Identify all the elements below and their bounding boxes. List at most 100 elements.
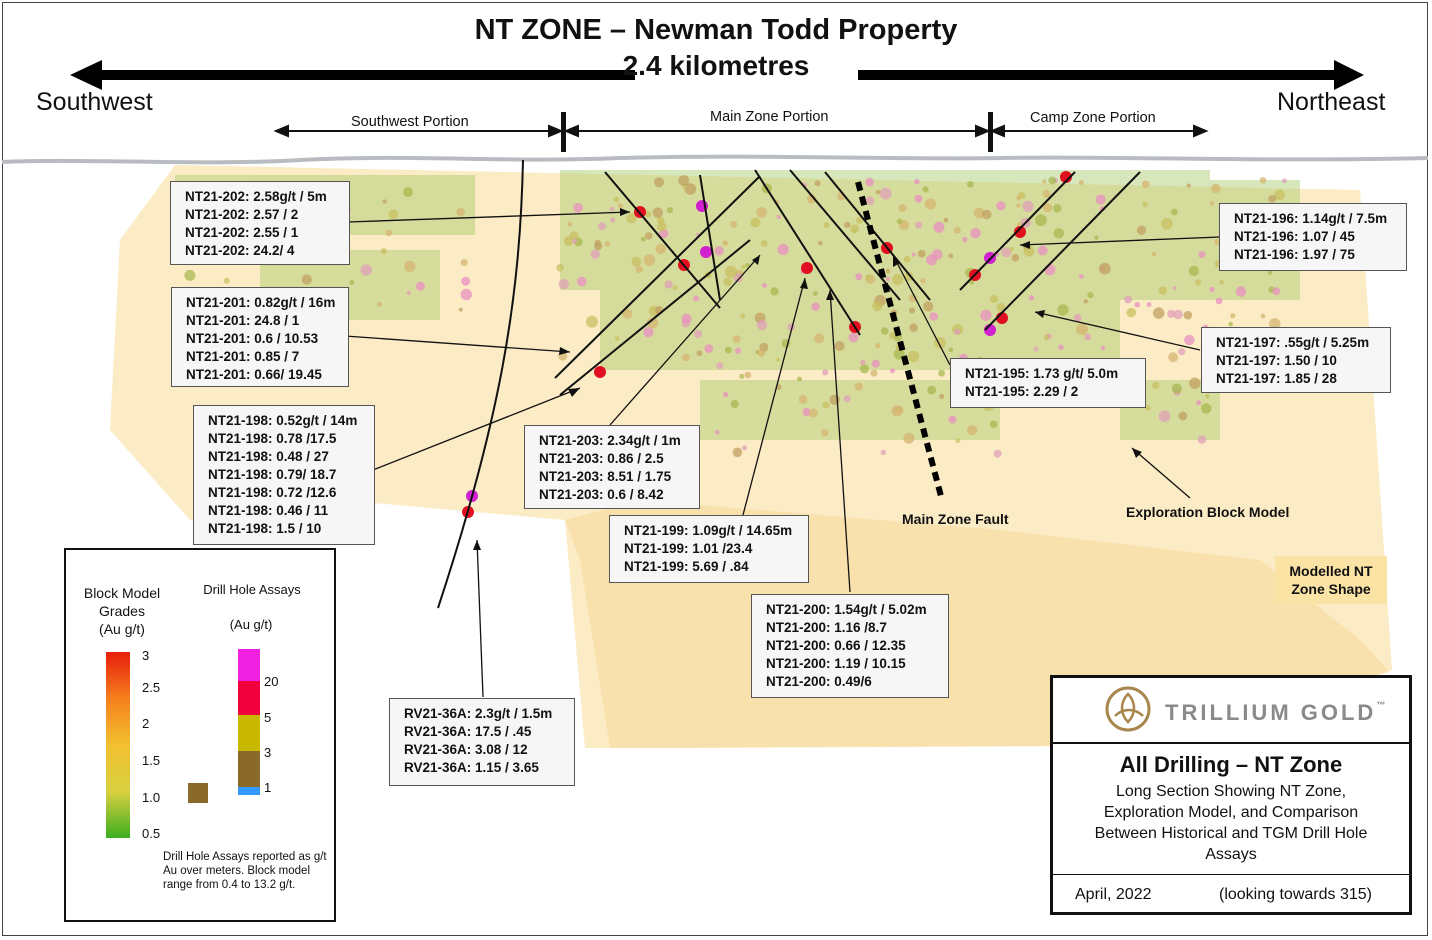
callout-line: NT21-200: 0.66 / 12.35 <box>766 638 906 653</box>
assay-point <box>1099 262 1111 275</box>
callout-line: NT21-201: 0.82g/t / 16m <box>186 295 336 310</box>
callout-line: NT21-200: 1.54g/t / 5.02m <box>766 602 927 617</box>
drill-assay-points <box>170 171 1300 518</box>
assay-point <box>1016 195 1021 201</box>
callout-line: NT21-198: 0.72 /12.6 <box>208 485 337 500</box>
assay-point <box>735 347 741 354</box>
drill-hole-nt21-200 <box>789 169 901 301</box>
assay-point <box>1042 203 1053 213</box>
assay-point <box>1209 200 1215 206</box>
assay-tick: 1 <box>264 780 272 795</box>
assay-point <box>678 175 690 186</box>
assay-point <box>1042 189 1051 198</box>
assay-point <box>982 209 992 220</box>
company-wordmark: TRILLIUM GOLD <box>1165 700 1377 725</box>
assay-point <box>382 199 387 204</box>
assay-point <box>1188 265 1200 277</box>
assay-point <box>696 350 703 357</box>
assay-point <box>556 263 564 272</box>
callout-line: NT21-196: 1.14g/t / 7.5m <box>1234 211 1388 226</box>
assay-point <box>647 317 659 329</box>
assay-point <box>896 218 903 225</box>
callout-line: NT21-201: 24.8 / 1 <box>186 313 300 328</box>
legend-note: Drill Hole Assays reported as g/t Au ove… <box>163 851 327 891</box>
assay-swatch <box>238 715 260 751</box>
callout-nt21-199: NT21-199: 1.09g/t / 14.65m NT21-199: 1.0… <box>609 515 809 583</box>
assay-point <box>1259 177 1267 184</box>
callout-line: NT21-196: 1.97 / 75 <box>1234 247 1355 262</box>
assay-point <box>388 209 399 220</box>
drill-hole-nt21-203 <box>699 174 721 301</box>
assay-point <box>1178 348 1186 356</box>
camp-zone-portion-label: Camp Zone Portion <box>1030 110 1156 126</box>
assay-point <box>613 197 620 203</box>
figure-title: NT ZONE – Newman Todd Property <box>474 14 958 46</box>
assay-point <box>655 243 666 255</box>
assay-swatch <box>238 751 260 787</box>
assay-point <box>1267 270 1273 275</box>
assay-point <box>1168 352 1179 363</box>
modelled-label-line: Modelled NT <box>1289 563 1373 579</box>
callout-line: NT21-199: 1.01 /23.4 <box>624 541 753 556</box>
assay-point <box>989 420 998 429</box>
assay-point <box>818 240 823 246</box>
assay-point <box>885 268 891 274</box>
assay-point <box>558 278 569 290</box>
assay-point <box>811 302 820 311</box>
assay-point <box>855 273 863 281</box>
assay-unit-label: (Au g/t) <box>229 617 273 632</box>
assay-color-swatches <box>238 649 260 795</box>
assay-point <box>415 281 425 291</box>
callout-nt21-201: NT21-201: 0.82g/t / 16m NT21-201: 24.8 /… <box>171 287 349 387</box>
trademark-mark: ™ <box>1376 700 1386 710</box>
assay-point <box>1043 334 1050 341</box>
assay-swatch <box>238 787 260 795</box>
callout-line: NT21-197: .55g/t / 5.25m <box>1216 335 1370 350</box>
assay-point <box>889 331 897 340</box>
callout-line: NT21-201: 0.66/ 19.45 <box>186 367 322 382</box>
distance-arrow <box>70 60 1364 90</box>
assay-point <box>723 277 733 287</box>
assay-point <box>631 256 642 267</box>
assay-point <box>798 395 808 404</box>
assay-point <box>953 226 961 234</box>
assay-point <box>1152 381 1160 390</box>
callout-line: NT21-200: 1.16 /8.7 <box>766 620 887 635</box>
main-zone-fault-label: Main Zone Fault <box>902 511 1009 527</box>
assay-point <box>1028 295 1035 301</box>
assay-point <box>1161 218 1173 230</box>
assay-point <box>939 393 945 400</box>
assay-point <box>1215 297 1223 305</box>
callout-line: NT21-203: 2.34g/t / 1m <box>539 433 681 448</box>
assay-point <box>1037 245 1048 256</box>
assay-point <box>806 194 817 204</box>
assay-point <box>1235 286 1247 297</box>
assay-point <box>969 279 975 285</box>
assay-point <box>797 376 802 382</box>
assay-point <box>1269 318 1281 330</box>
callout-line: NT21-199: 5.69 / .84 <box>624 559 749 574</box>
assay-point <box>694 329 703 339</box>
assay-point <box>870 369 878 377</box>
assay-point <box>360 264 372 276</box>
assay-point <box>1033 346 1039 352</box>
assay-point <box>730 220 738 228</box>
assay-point <box>996 201 1006 211</box>
assay-point <box>716 362 724 370</box>
assay-point <box>929 312 938 321</box>
callout-line: NT21-198: 0.52g/t / 14m <box>208 413 358 428</box>
assay-point <box>610 217 616 223</box>
block-title-line: (Au g/t) <box>99 621 145 637</box>
assay-point <box>927 385 936 395</box>
assay-point <box>948 415 957 424</box>
northeast-label: Northeast <box>1277 88 1386 116</box>
assay-point <box>1016 203 1021 208</box>
assay-point <box>823 222 830 229</box>
assay-point <box>1022 200 1034 212</box>
assay-point <box>598 222 606 231</box>
block-tick: 2 <box>142 716 150 731</box>
host-rock-swatch <box>188 783 208 803</box>
assay-point <box>742 445 748 451</box>
assay-point <box>894 405 904 415</box>
assay-point <box>714 429 720 435</box>
